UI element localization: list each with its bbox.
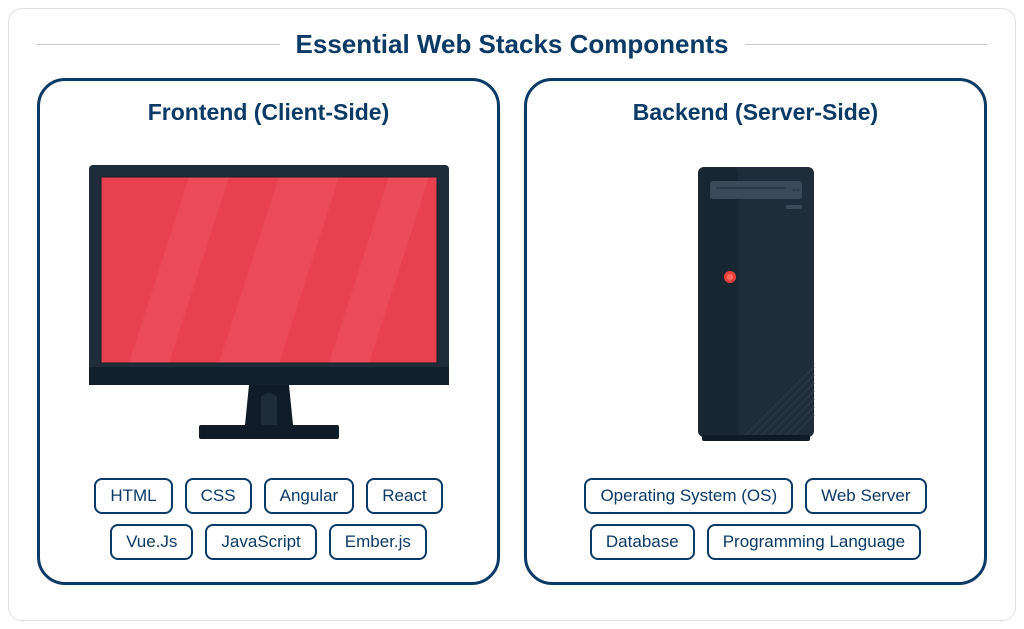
tag-emberjs: Ember.js	[329, 524, 427, 560]
tag-angular: Angular	[264, 478, 355, 514]
server-illustration	[549, 138, 962, 466]
title-row: Essential Web Stacks Components	[37, 29, 987, 60]
server-tower-icon	[666, 157, 846, 447]
monitor-icon	[79, 157, 459, 447]
tag-os: Operating System (OS)	[584, 478, 793, 514]
tag-react: React	[366, 478, 442, 514]
frontend-title: Frontend (Client-Side)	[148, 99, 389, 126]
backend-tags: Operating System (OS) Web Server Databas…	[549, 478, 962, 560]
tag-programming-language: Programming Language	[707, 524, 921, 560]
tag-html: HTML	[94, 478, 172, 514]
tag-webserver: Web Server	[805, 478, 926, 514]
tag-css: CSS	[185, 478, 252, 514]
frontend-panel: Frontend (Client-Side)	[37, 78, 500, 585]
main-title: Essential Web Stacks Components	[296, 29, 729, 60]
diagram-container: Essential Web Stacks Components Frontend…	[8, 8, 1016, 621]
tag-vuejs: Vue.Js	[110, 524, 193, 560]
backend-title: Backend (Server-Side)	[633, 99, 878, 126]
tag-database: Database	[590, 524, 695, 560]
panels-row: Frontend (Client-Side)	[37, 78, 987, 585]
frontend-tags: HTML CSS Angular React Vue.Js JavaScript…	[62, 478, 475, 560]
tag-javascript: JavaScript	[205, 524, 316, 560]
monitor-illustration	[62, 138, 475, 466]
divider-right	[745, 44, 988, 45]
divider-left	[37, 44, 280, 45]
backend-panel: Backend (Server-Side)	[524, 78, 987, 585]
